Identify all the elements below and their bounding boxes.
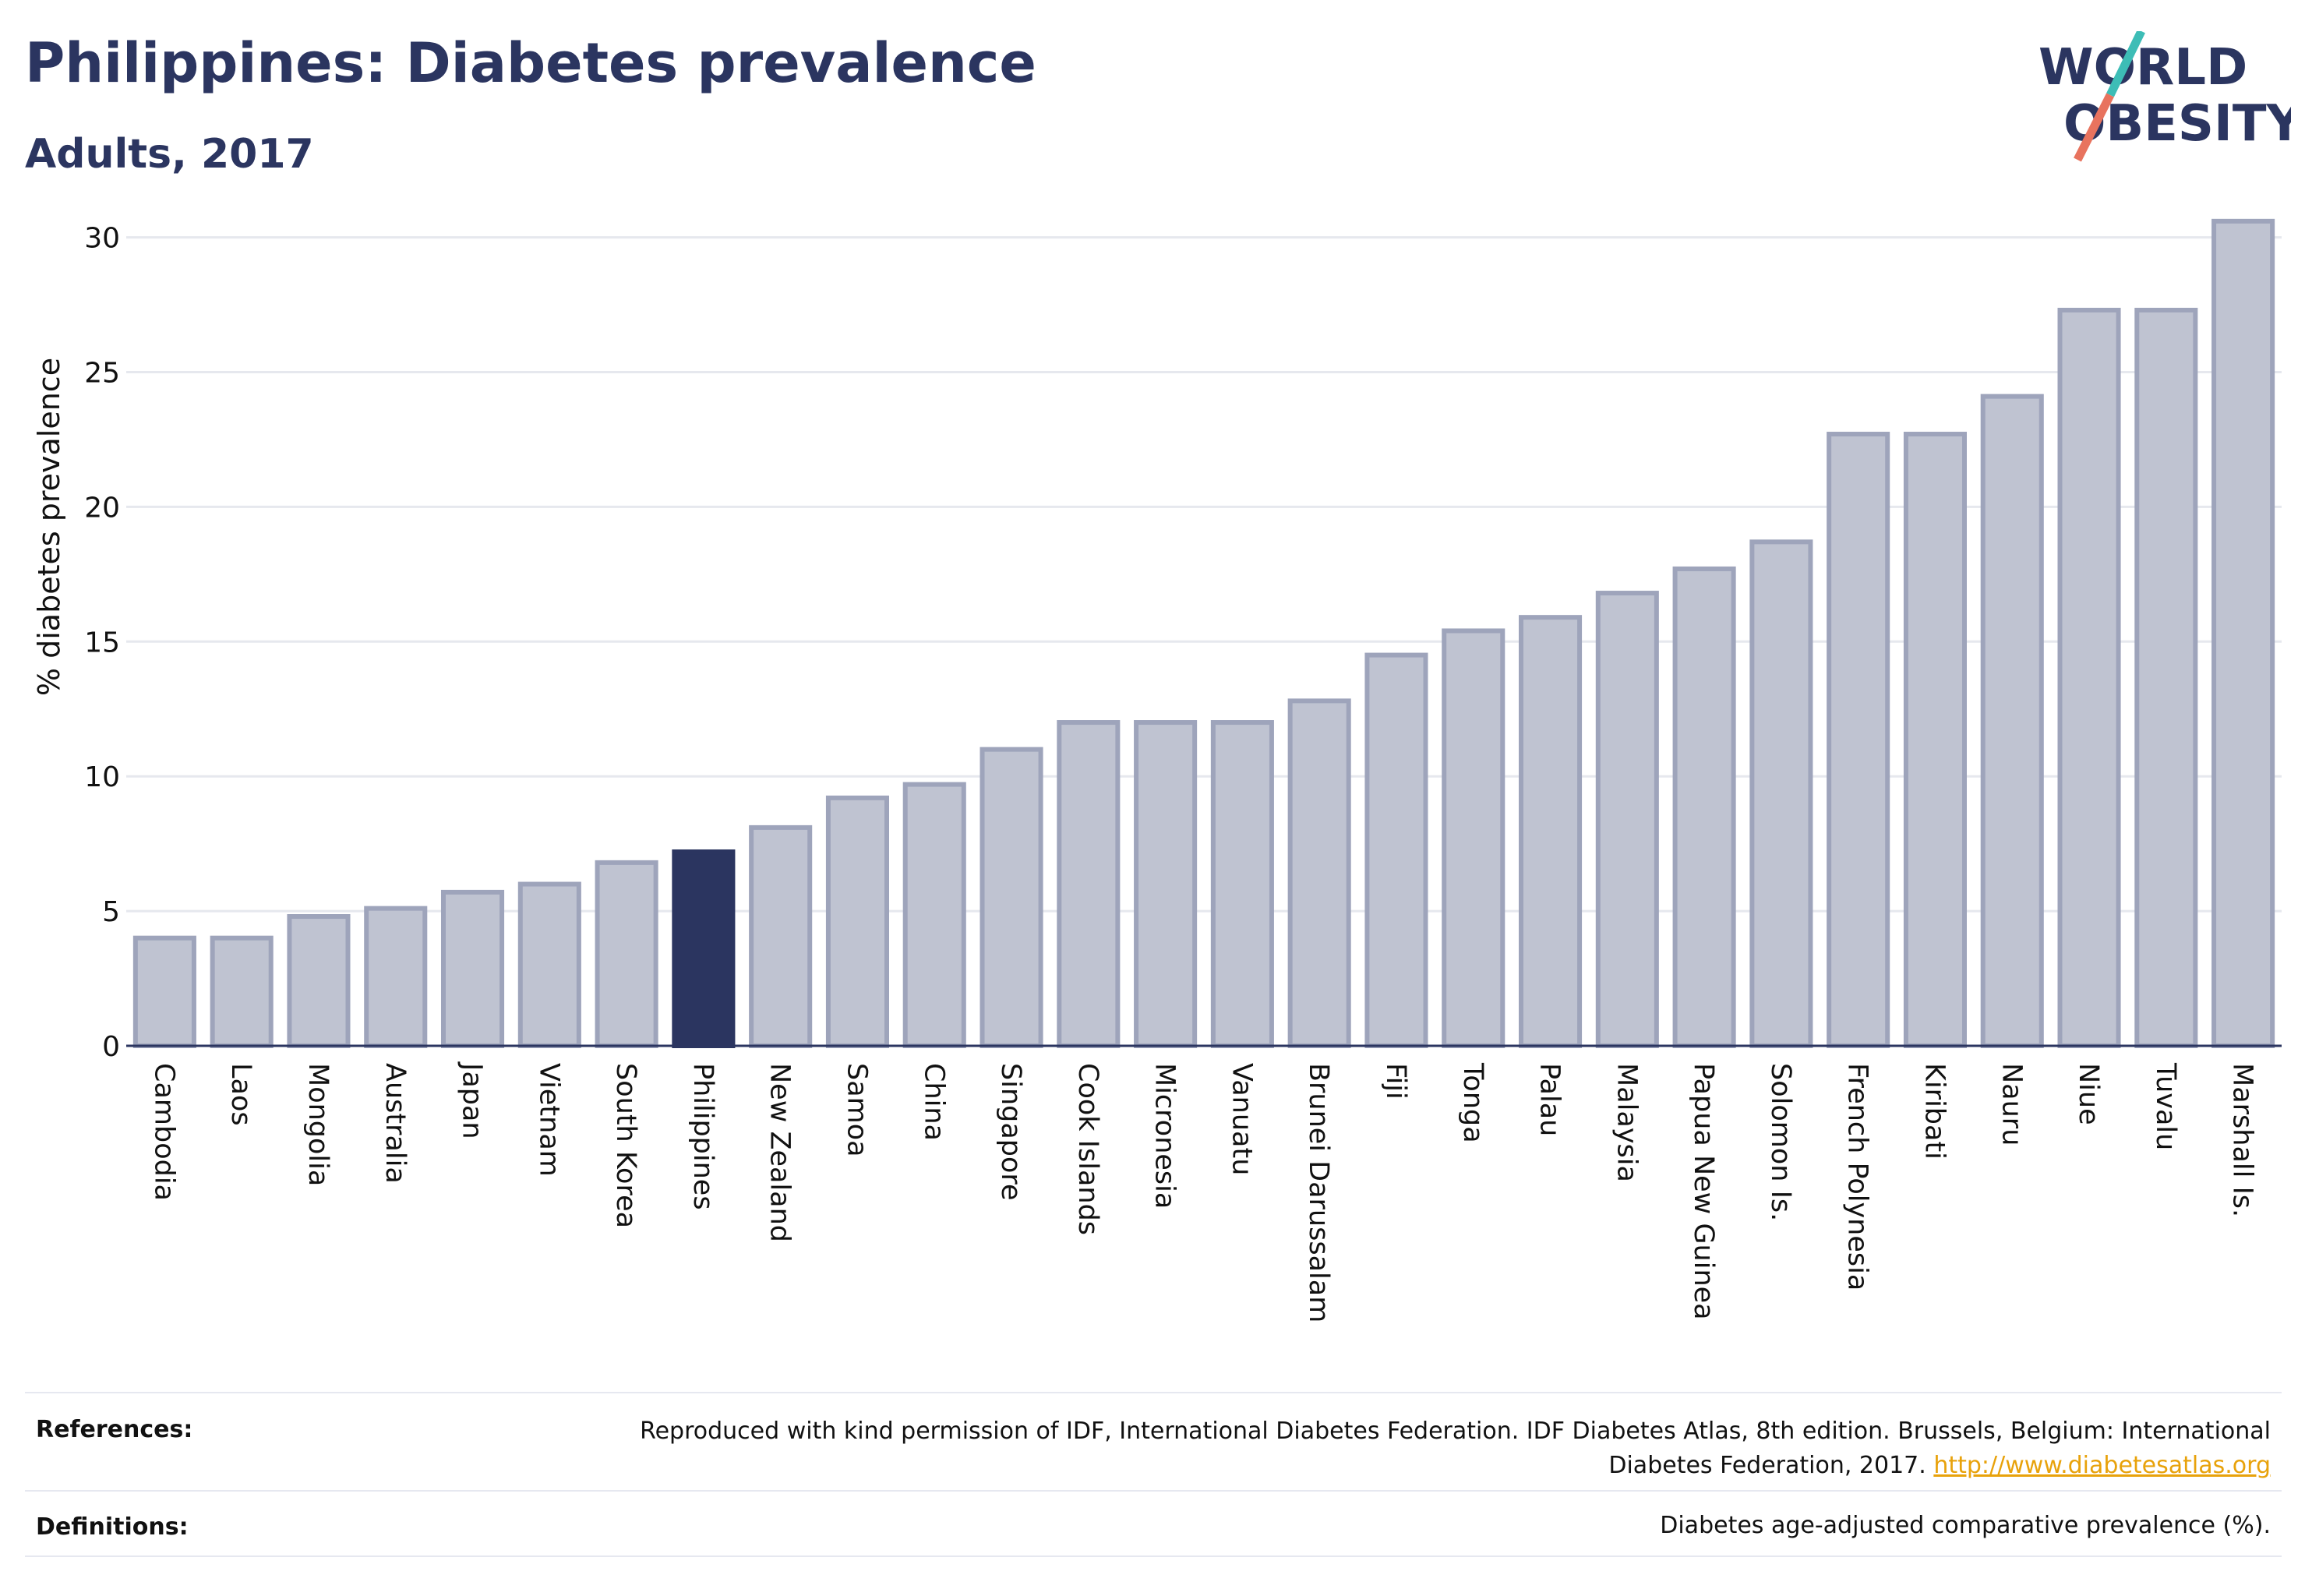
footer-divider-bottom [25, 1555, 2282, 1557]
x-tick-label: Mongolia [302, 1063, 334, 1186]
x-tick-label: Solomon Is. [1765, 1063, 1796, 1221]
bar-tonga [1442, 628, 1505, 1048]
bar-cook-islands [1057, 720, 1121, 1049]
x-tick-label: Papua New Guinea [1688, 1063, 1719, 1320]
bar-brunei-darussalam [1287, 698, 1351, 1048]
bar-philippines [672, 849, 736, 1049]
bar-nauru [1980, 394, 2044, 1048]
y-tick-label: 10 [84, 761, 120, 793]
bar-tuvalu [2134, 307, 2198, 1049]
y-tick-label: 30 [84, 223, 120, 255]
x-tick-label: Brunei Darussalam [1303, 1063, 1334, 1322]
bar-samoa [825, 795, 890, 1049]
x-tick-label: Samoa [841, 1063, 872, 1157]
y-axis-ticks: 0 5 10 15 20 25 30 [84, 223, 120, 1063]
bar-laos [210, 935, 274, 1048]
bar-vanuatu [1210, 720, 1274, 1049]
x-tick-label: Laos [225, 1063, 256, 1126]
y-tick-label: 25 [84, 357, 120, 389]
x-tick-label: New Zealand [764, 1063, 796, 1242]
bar-chart: 0 5 10 15 20 25 30 Cambodia Laos Mongolia Austral… [32, 218, 2282, 1322]
bar-marshall-is- [2211, 218, 2275, 1048]
bar-papua-new-guinea [1672, 566, 1736, 1048]
x-tick-label: Cook Islands [1072, 1063, 1103, 1235]
bar-mongolia [287, 914, 351, 1049]
x-tick-label: Nauru [1996, 1063, 2027, 1146]
bar-niue [2057, 307, 2121, 1049]
x-tick-label: Fiji [1380, 1063, 1411, 1100]
x-tick-label: Vanuatu [1226, 1063, 1257, 1175]
bar-palau [1518, 615, 1583, 1048]
y-tick-label: 5 [102, 896, 120, 928]
x-tick-label: Micronesia [1149, 1063, 1181, 1209]
world-obesity-logo: WORLD OBESITY [2038, 31, 2291, 162]
x-tick-label: Japan [457, 1061, 488, 1139]
bar-cambodia [132, 935, 196, 1048]
references-text: Reproduced with kind permission of IDF, … [556, 1414, 2271, 1483]
x-tick-label: Niue [2073, 1063, 2104, 1125]
footer-divider-top [25, 1392, 2282, 1393]
x-tick-label: Philippines [687, 1063, 718, 1210]
chart-title: Philippines: Diabetes prevalence [25, 31, 1036, 95]
logo-slash-top [2106, 31, 2145, 97]
footer-divider-middle [25, 1490, 2282, 1492]
chart-subtitle: Adults, 2017 [25, 131, 314, 178]
bar-new-zealand [749, 824, 813, 1048]
logo-line1: WORLD [2038, 39, 2247, 97]
x-tick-label: China [918, 1063, 949, 1141]
bars [132, 218, 2275, 1049]
x-tick-label: Vietnam [533, 1063, 564, 1177]
bar-french-polynesia [1827, 432, 1890, 1048]
definitions-label: Definitions: [36, 1513, 189, 1541]
definitions-text: Diabetes age-adjusted comparative preval… [1660, 1512, 2271, 1539]
bar-malaysia [1595, 591, 1659, 1048]
x-tick-label: Malaysia [1611, 1063, 1642, 1182]
x-tick-label: Cambodia [148, 1063, 179, 1201]
references-link[interactable]: http://www.diabetesatlas.org [1933, 1452, 2271, 1479]
bar-fiji [1364, 652, 1428, 1048]
references-label: References: [36, 1416, 193, 1443]
bar-china [902, 782, 966, 1048]
y-tick-label: 0 [102, 1031, 120, 1063]
y-axis-label: % diabetes prevalence [32, 358, 66, 696]
bar-south-korea [595, 860, 658, 1048]
x-tick-label: Palau [1534, 1063, 1565, 1136]
bar-australia [364, 906, 428, 1048]
x-axis-ticks: Cambodia Laos Mongolia Australia Japan Vietna… [148, 1061, 2257, 1322]
x-tick-label: Singapore [995, 1063, 1026, 1201]
bar-japan [440, 889, 505, 1049]
bar-solomon-is- [1749, 539, 1813, 1048]
bar-kiribati [1903, 432, 1968, 1048]
x-tick-label: Tonga [1457, 1062, 1488, 1143]
bar-vietnam [517, 881, 581, 1048]
references-body: Reproduced with kind permission of IDF, … [640, 1418, 2271, 1479]
bar-micronesia [1134, 720, 1198, 1049]
x-tick-label: Marshall Is. [2227, 1063, 2258, 1217]
y-tick-label: 15 [84, 627, 120, 659]
x-tick-label: French Polynesia [1842, 1063, 1873, 1291]
x-tick-label: Tuvalu [2150, 1062, 2181, 1150]
x-tick-label: South Korea [610, 1063, 641, 1228]
x-tick-label: Australia [379, 1063, 411, 1184]
bar-singapore [980, 747, 1043, 1048]
x-tick-label: Kiribati [1918, 1063, 1950, 1160]
y-tick-label: 20 [84, 492, 120, 524]
logo-slash-bottom [2074, 93, 2114, 162]
